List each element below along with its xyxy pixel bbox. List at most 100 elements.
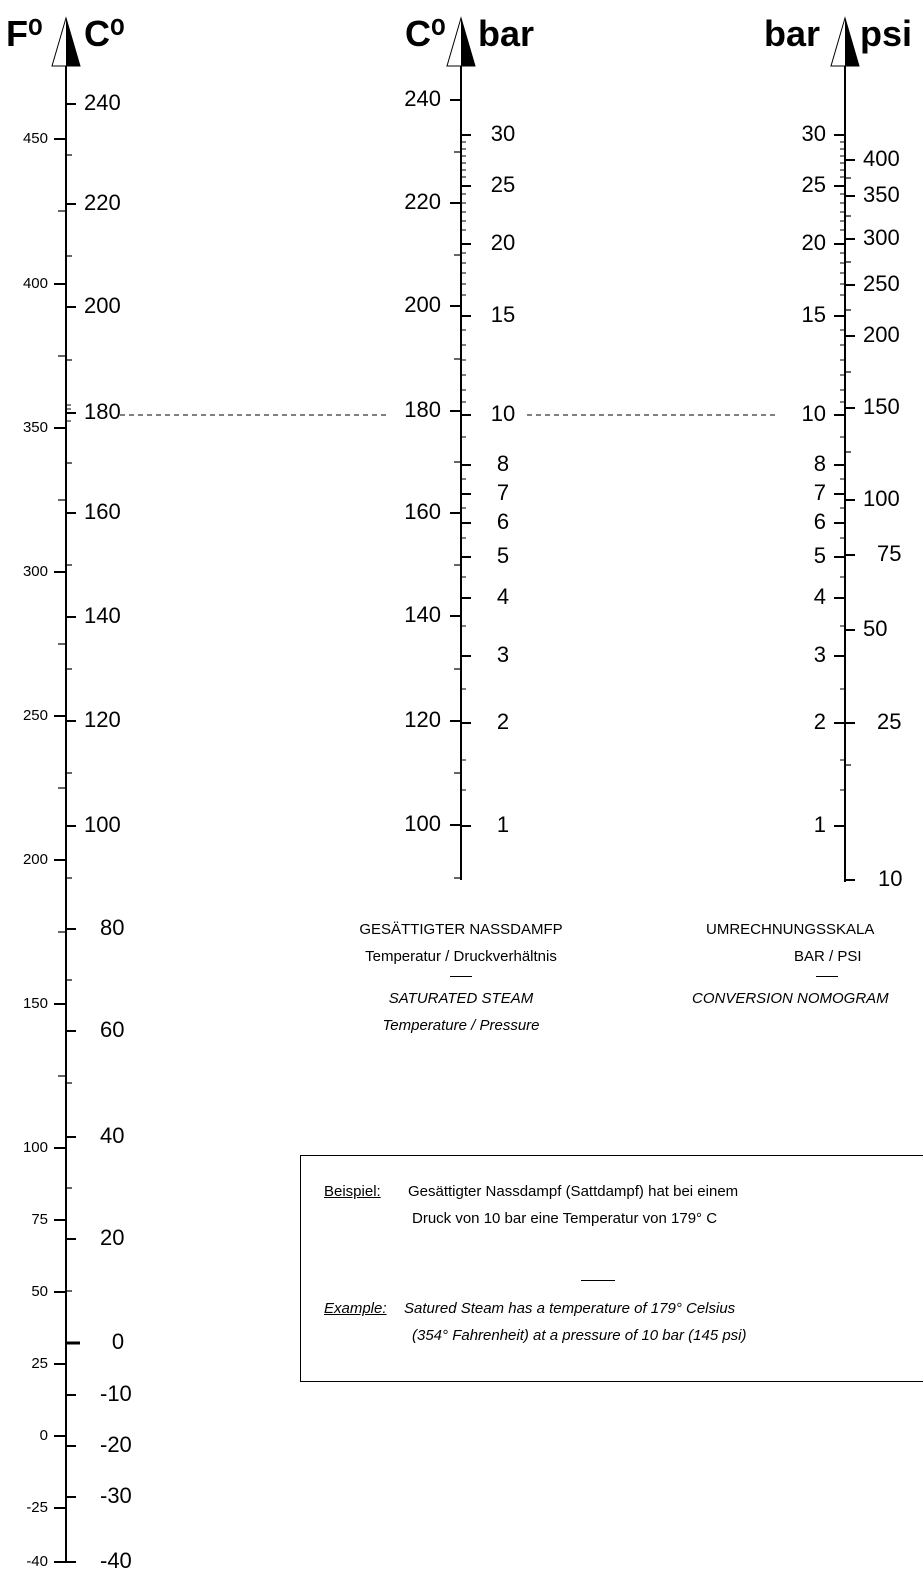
steam-celsius-tick-label: 160 [404,499,441,524]
conversion-ticks [834,134,855,881]
celsius-tick-label: 120 [84,707,121,732]
fahrenheit-tick-label: 400 [23,275,48,292]
steam-bar-tick-label: 4 [497,584,509,609]
celsius-tick-label: -20 [100,1432,132,1457]
conversion-bar-labels: 30 25 20 15 10 8 7 6 5 4 3 2 1 [802,121,826,837]
conversion-bar-tick-label: 25 [802,172,826,197]
conversion-bar-tick-label: 5 [814,543,826,568]
celsius-tick-label: 240 [84,90,121,115]
fahrenheit-tick-label: 200 [23,851,48,868]
steam-bar-tick-label: 10 [491,401,515,426]
steam-caption-en-title: SATURATED STEAM [388,990,534,1007]
fahrenheit-tick-label: -25 [26,1499,48,1516]
celsius-tick-label: 140 [84,603,121,628]
steam-celsius-tick-label: 240 [404,86,441,111]
psi-tick-label: 50 [863,616,887,641]
celsius-tick-label: 200 [84,293,121,318]
psi-header: psi [860,13,912,54]
celsius-tick-label: 0 [112,1329,124,1354]
steam-celsius-tick-label: 200 [404,292,441,317]
celsius-tick-label: 220 [84,190,121,215]
conversion-caption: UMRECHNUNGSSKALA BAR / PSI CONVERSION NO… [692,916,923,1012]
celsius-tick-label: 100 [84,812,121,837]
steam-bar-tick-label: 15 [491,302,515,327]
conversion-bar-tick-label: 2 [814,709,826,734]
conversion-caption-de-subtitle: BAR / PSI [794,948,862,965]
example-de-label: Beispiel: [324,1183,381,1200]
steam-celsius-tick-label: 140 [404,602,441,627]
example-de-line1: Gesättigter Nassdampf (Sattdampf) hat be… [408,1183,739,1200]
example-de-line2: Druck von 10 bar eine Temperatur von 179… [412,1210,718,1227]
steam-caption-en-subtitle: Temperature / Pressure [382,1017,540,1034]
psi-tick-label: 350 [863,182,900,207]
steam-bar-tick-label: 7 [497,480,509,505]
example-divider [581,1280,615,1281]
steam-celsius-header: C⁰ [405,13,445,54]
fahrenheit-tick-label: 450 [23,130,48,147]
steam-bar-tick-label: 3 [497,642,509,667]
celsius-tick-label: 180 [84,399,121,424]
conversion-scale: bar psi 30 25 20 15 10 8 7 6 5 4 3 2 1 400 350 300 250 2… [764,13,912,891]
steam-celsius-tick-label: 100 [404,811,441,836]
steam-bar-labels: 30 25 20 15 10 8 7 6 5 4 3 2 1 [491,121,515,837]
psi-tick-label: 300 [863,225,900,250]
steam-bar-tick-label: 25 [491,172,515,197]
conversion-bar-tick-label: 20 [802,230,826,255]
example-en-label: Example: [324,1300,387,1317]
conversion-bar-tick-label: 6 [814,509,826,534]
fahrenheit-tick-label: 25 [31,1355,48,1372]
conversion-caption-divider [816,976,838,977]
celsius-tick-label: -40 [100,1548,132,1573]
psi-tick-label: 100 [863,486,900,511]
fahrenheit-header: F⁰ [6,13,42,54]
conversion-bar-tick-label: 3 [814,642,826,667]
celsius-tick-label: 20 [100,1225,124,1250]
steam-bar-tick-label: 6 [497,509,509,534]
psi-tick-label: 150 [863,394,900,419]
fahrenheit-tick-label: 75 [31,1211,48,1228]
conversion-bar-tick-label: 15 [802,302,826,327]
fahrenheit-tick-label: 300 [23,563,48,580]
steam-bar-tick-label: 30 [491,121,515,146]
example-box: Beispiel: Gesättigter Nassdampf (Sattdamp… [300,1155,923,1382]
fahrenheit-tick-label: 50 [31,1283,48,1300]
fahrenheit-tick-label: 100 [23,1139,48,1156]
conversion-bar-tick-label: 30 [802,121,826,146]
celsius-tick-label: 40 [100,1123,124,1148]
conversion-bar-tick-label: 4 [814,584,826,609]
psi-tick-label: 200 [863,322,900,347]
steam-celsius-labels: 240 220 200 180 160 140 120 100 [404,86,441,836]
fahrenheit-tick-label: 250 [23,707,48,724]
celsius-tick-label: 160 [84,499,121,524]
temperature-scale: F⁰ C⁰ 4504003503002502001501007550250-25… [6,13,132,1573]
celsius-ticks [66,103,80,1563]
conversion-bar-tick-label: 7 [814,480,826,505]
psi-tick-label: 25 [877,709,901,734]
psi-tick-label: 10 [878,866,902,891]
celsius-header: C⁰ [84,13,124,54]
psi-tick-label: 250 [863,271,900,296]
steam-caption-de-subtitle: Temperatur / Druckverhältnis [365,948,557,965]
steam-caption: GESÄTTIGTER NASSDAMFP Temperatur / Druck… [281,916,641,1039]
fahrenheit-ticks [54,138,66,1563]
psi-tick-label: 400 [863,146,900,171]
steam-bar-tick-label: 8 [497,451,509,476]
steam-caption-de-title: GESÄTTIGTER NASSDAMFP [359,921,563,938]
steam-caption-divider [450,976,472,977]
fahrenheit-tick-label: 150 [23,995,48,1012]
steam-celsius-tick-label: 180 [404,397,441,422]
steam-celsius-tick-label: 120 [404,707,441,732]
steam-bar-header: bar [478,13,534,54]
conversion-caption-de-title: UMRECHNUNGSSKALA [706,921,875,938]
conversion-bar-tick-label: 10 [802,401,826,426]
celsius-tick-label: -10 [100,1381,132,1406]
celsius-tick-label: -30 [100,1483,132,1508]
psi-labels: 400 350 300 250 200 150 100 75 50 25 10 [863,146,902,891]
conversion-bar-tick-label: 8 [814,451,826,476]
conversion-bar-tick-label: 1 [814,812,826,837]
steam-bar-tick-label: 20 [491,230,515,255]
psi-tick-label: 75 [877,541,901,566]
conversion-caption-en-title: CONVERSION NOMOGRAM [692,990,889,1007]
